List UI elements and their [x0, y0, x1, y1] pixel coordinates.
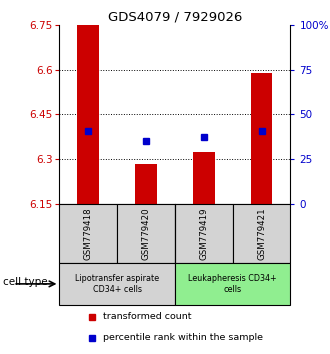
Title: GDS4079 / 7929026: GDS4079 / 7929026	[108, 11, 242, 24]
Text: percentile rank within the sample: percentile rank within the sample	[103, 333, 263, 342]
Text: GSM779419: GSM779419	[199, 207, 208, 260]
Bar	[117, 204, 175, 263]
Bar	[250, 73, 273, 204]
Bar	[175, 204, 233, 263]
Text: Lipotransfer aspirate
CD34+ cells: Lipotransfer aspirate CD34+ cells	[75, 274, 159, 293]
Bar	[59, 263, 175, 305]
Text: Leukapheresis CD34+
cells: Leukapheresis CD34+ cells	[188, 274, 277, 293]
Bar	[59, 204, 117, 263]
Text: GSM779418: GSM779418	[84, 207, 93, 260]
Text: GSM779421: GSM779421	[257, 207, 266, 260]
Bar	[175, 263, 290, 305]
Bar	[193, 152, 215, 204]
Bar	[233, 204, 290, 263]
Text: GSM779420: GSM779420	[142, 207, 150, 260]
Bar	[77, 25, 99, 204]
Text: cell type: cell type	[3, 277, 48, 287]
Bar	[135, 164, 157, 204]
Text: transformed count: transformed count	[103, 312, 192, 321]
